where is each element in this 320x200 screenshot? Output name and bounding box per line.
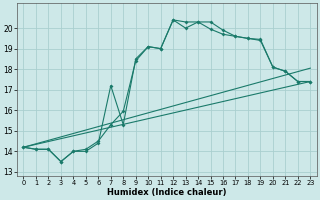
X-axis label: Humidex (Indice chaleur): Humidex (Indice chaleur) [107,188,227,197]
